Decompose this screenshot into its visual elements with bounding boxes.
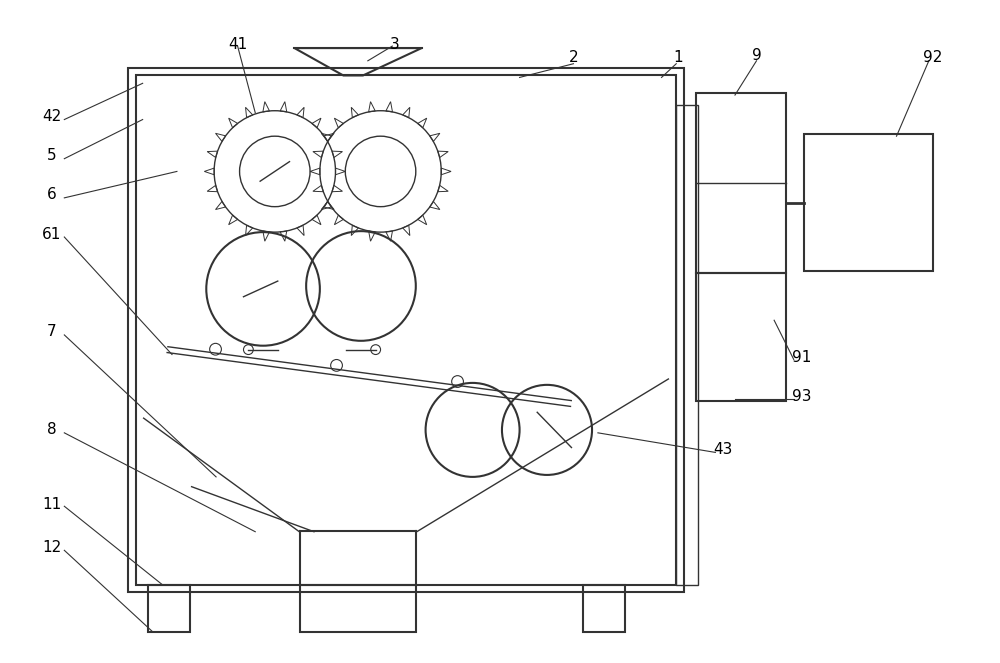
Text: 12: 12 [42,540,61,555]
Text: 3: 3 [389,36,399,52]
Bar [148,585,190,632]
Text: 7: 7 [47,324,56,339]
Bar [300,585,416,632]
Bar [676,105,698,585]
Text: 92: 92 [923,50,942,66]
Bar [696,273,786,400]
Text: 5: 5 [47,149,56,163]
Text: 61: 61 [42,227,61,241]
Bar [696,93,786,273]
Bar [804,134,933,271]
Text: 1: 1 [673,50,683,66]
Text: 43: 43 [714,442,733,457]
Text: 6: 6 [47,188,56,202]
Text: 2: 2 [569,50,578,66]
Text: 8: 8 [47,422,56,438]
Text: 93: 93 [792,389,811,404]
Text: 41: 41 [228,36,247,52]
Text: 9: 9 [752,48,761,64]
Text: 42: 42 [42,109,61,124]
Text: 91: 91 [792,350,811,365]
Bar [583,585,625,632]
Text: 11: 11 [42,497,61,512]
